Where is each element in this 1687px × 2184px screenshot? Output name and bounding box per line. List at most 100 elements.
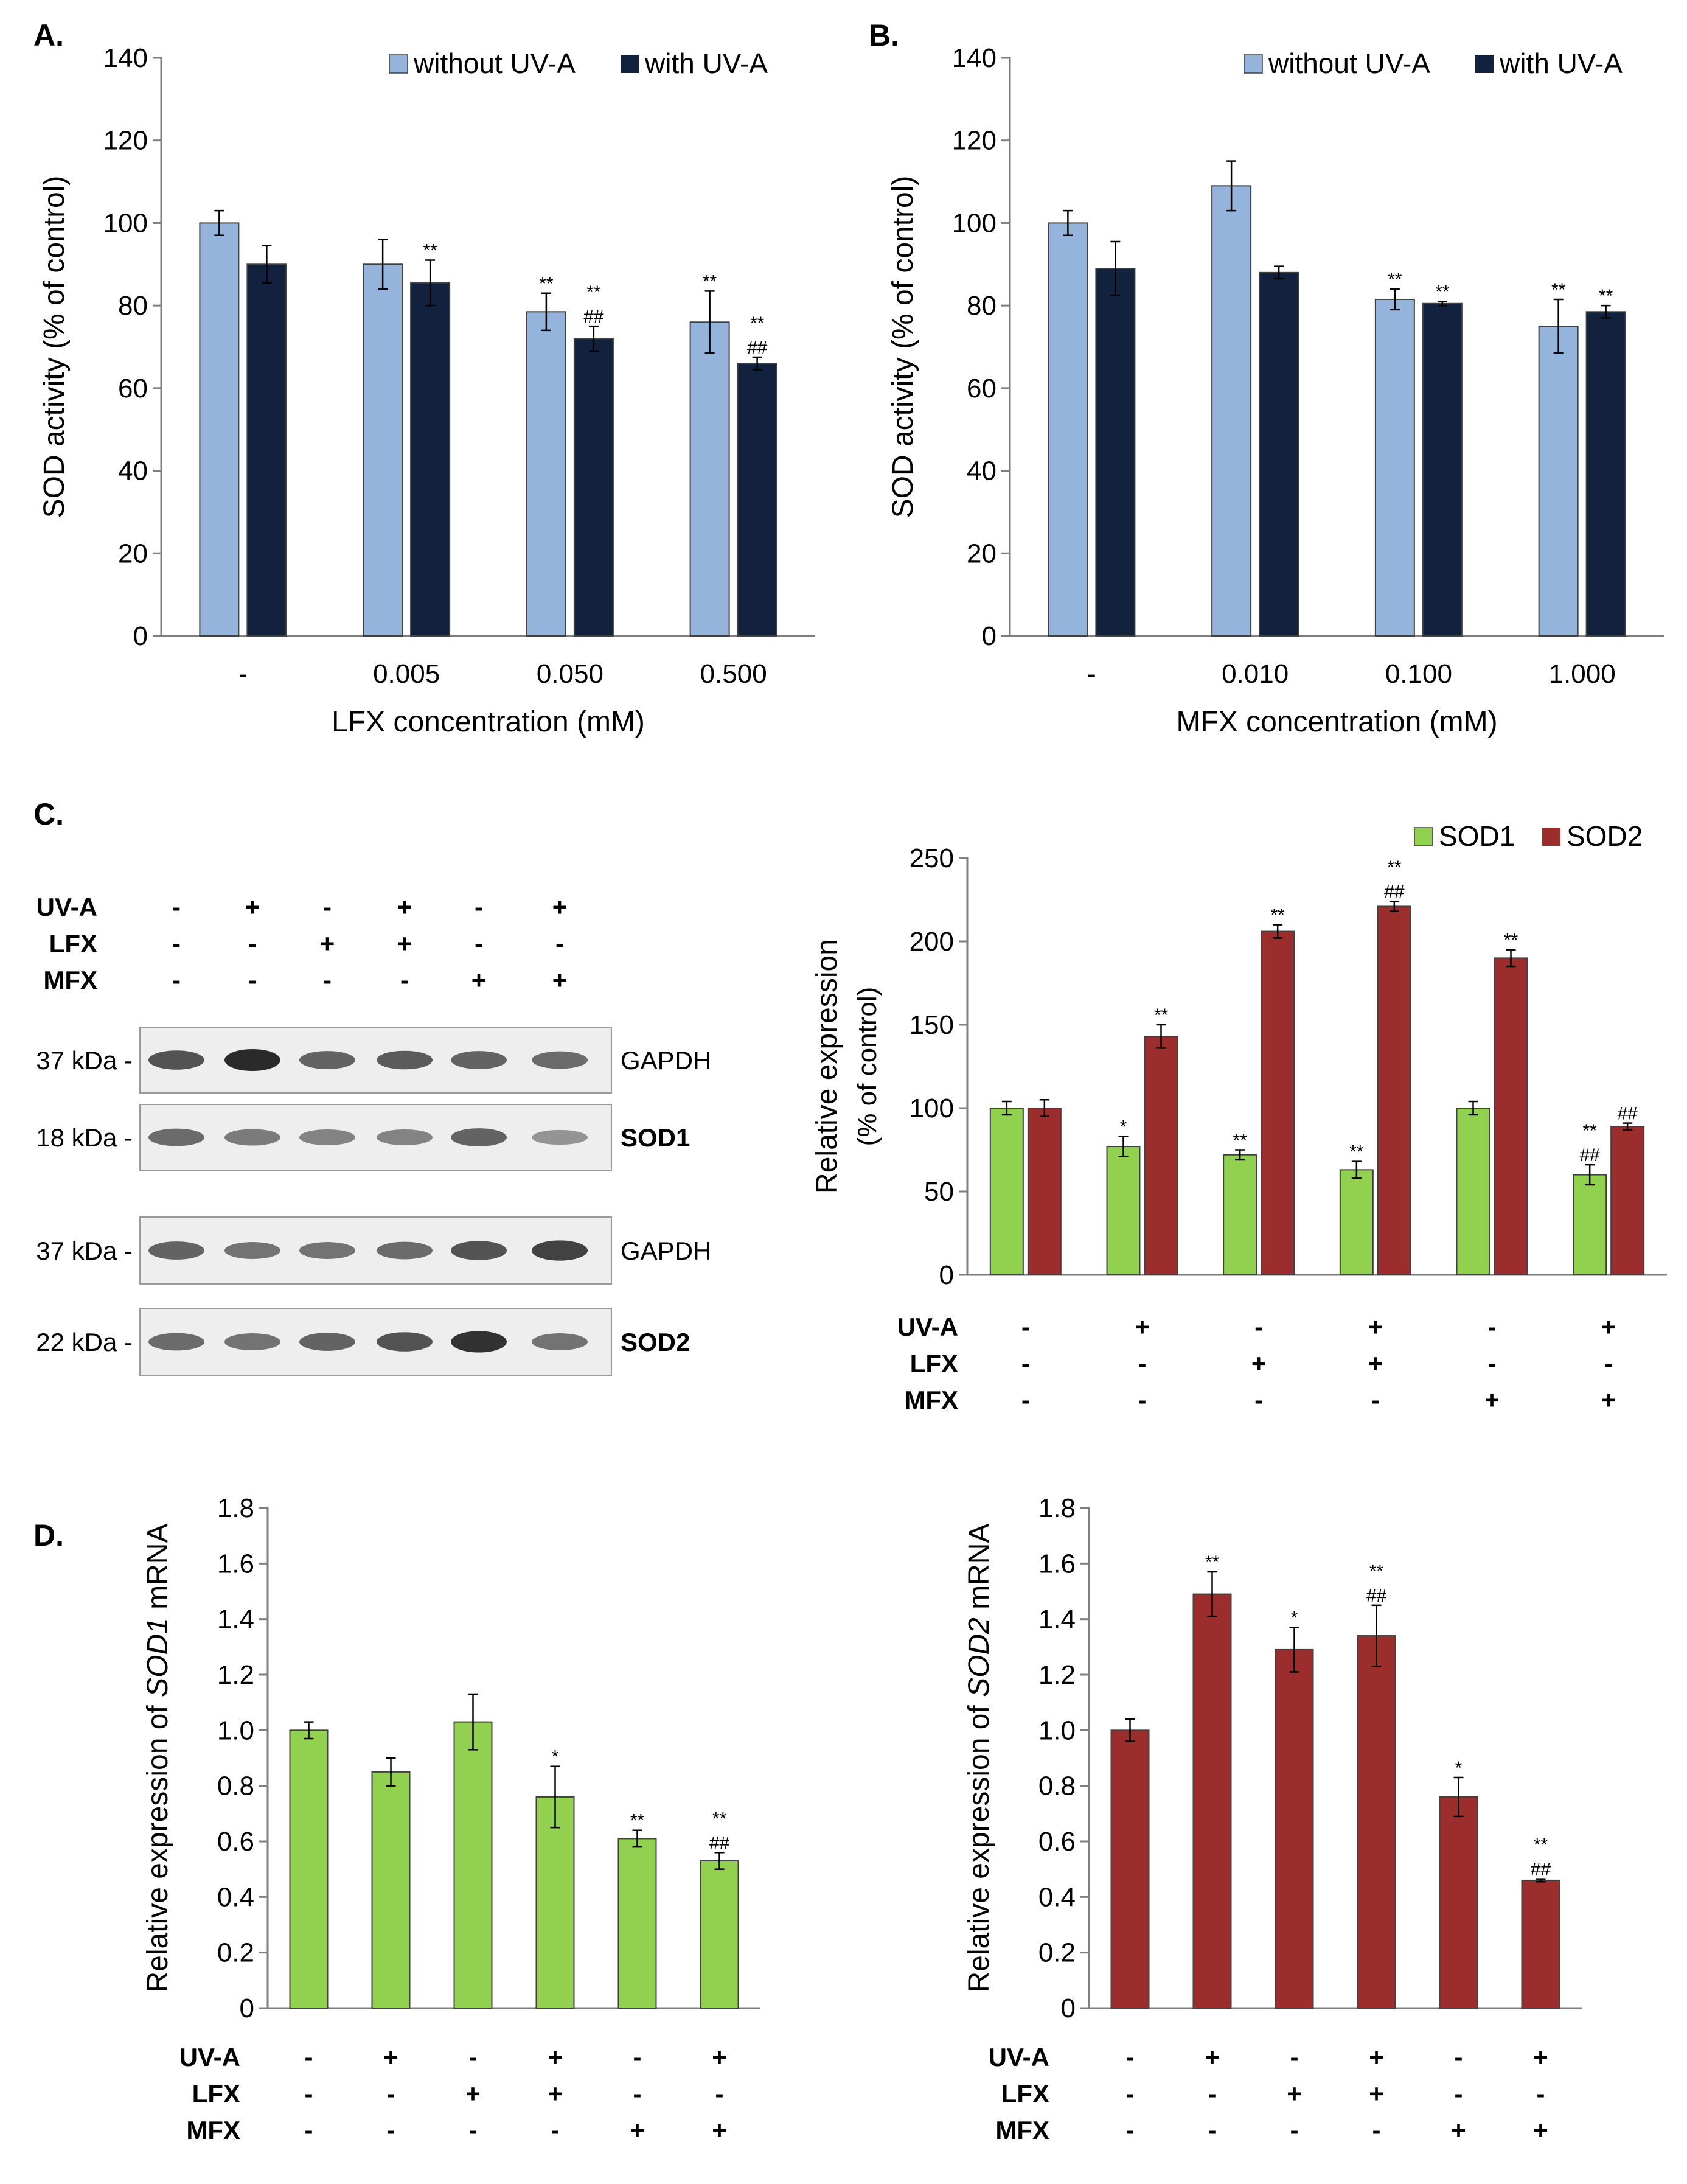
condition-symbol: - (387, 2116, 395, 2144)
condition-label-lfx: LFX (1001, 2079, 1049, 2108)
condition-label-uv-a: UV-A (179, 2043, 240, 2071)
bar-without-uv-a (689, 321, 730, 637)
condition-symbol: - (1455, 2079, 1463, 2108)
condition-symbol: - (1208, 2079, 1217, 2108)
blot-condition-symbol: - (555, 929, 564, 958)
blot-band (377, 1241, 433, 1260)
blot-condition-symbol: - (172, 966, 181, 994)
condition-symbol: + (1251, 1349, 1267, 1378)
bar-without-uv-a (1374, 298, 1415, 637)
blot-band (224, 1242, 280, 1259)
y-tick-label: 20 (967, 539, 997, 568)
bar-sod2-mrna (1192, 1593, 1232, 2009)
significance-mark: ** (750, 313, 765, 333)
y-tick-label: 1.6 (1038, 1549, 1076, 1579)
condition-label-mfx: MFX (995, 2116, 1049, 2144)
condition-symbol: - (1021, 1349, 1030, 1378)
y-tick-label: 100 (103, 208, 148, 238)
condition-symbol: + (1369, 2043, 1384, 2071)
significance-mark: ## (1617, 1104, 1638, 1124)
condition-symbol: - (469, 2116, 478, 2144)
x-tick-label: 0.050 (537, 659, 603, 689)
y-tick-label: 0.4 (217, 1882, 254, 1912)
y-tick-label: 40 (967, 456, 997, 486)
blot-band (532, 1240, 588, 1261)
condition-symbol: - (469, 2043, 478, 2071)
blot-condition-label-lfx: LFX (49, 929, 97, 958)
significance-mark: * (552, 1747, 559, 1767)
condition-symbol: - (1126, 2079, 1135, 2108)
legend-swatch-with-uva (1475, 55, 1494, 73)
x-tick-label: 1.000 (1549, 659, 1616, 689)
x-tick-label: 0.005 (373, 659, 440, 689)
condition-symbol: - (1254, 1386, 1263, 1414)
blot-band (148, 1241, 204, 1260)
significance-mark: ** (1551, 280, 1566, 300)
panel-label-d: D. (33, 1518, 64, 1552)
blot-condition-symbol: - (172, 893, 181, 921)
blot-condition-symbol: - (323, 966, 332, 994)
significance-mark: ** (1534, 1835, 1548, 1855)
condition-symbol: - (1290, 2116, 1299, 2144)
significance-mark: ** (712, 1809, 727, 1829)
blot-band (532, 1051, 588, 1069)
legend-label-with-uva: with UV-A (644, 47, 768, 79)
panel-label-c: C. (33, 797, 64, 831)
y-tick-label: 60 (967, 374, 997, 403)
significance-mark: ** (539, 274, 554, 294)
bar-sod1 (1339, 1169, 1374, 1275)
significance-mark: * (1120, 1117, 1127, 1137)
bar-sod2-mrna (1439, 1796, 1478, 2009)
legend-swatch-without-uva (1244, 54, 1263, 74)
condition-symbol: + (1287, 2079, 1302, 2108)
condition-symbol: - (1138, 1386, 1147, 1414)
condition-symbol: - (1208, 2116, 1217, 2144)
condition-symbol: - (387, 2079, 395, 2108)
blot-condition-symbol: - (172, 929, 181, 958)
x-axis-label: MFX concentration (mM) (1176, 706, 1497, 738)
condition-symbol: + (465, 2079, 481, 2108)
condition-symbol: - (1455, 2043, 1463, 2071)
bar-without-uv-a (1048, 222, 1088, 637)
blot-condition-symbol: - (248, 966, 257, 994)
significance-mark: ## (1531, 1860, 1551, 1880)
blot-band (224, 1049, 280, 1071)
bar-sod2 (1144, 1036, 1178, 1276)
y-tick-label: 1.0 (1038, 1715, 1076, 1745)
condition-symbol: - (305, 2116, 313, 2144)
significance-mark: ## (1384, 882, 1405, 902)
bar-sod2-mrna (1521, 1879, 1560, 2009)
condition-symbol: - (1372, 2116, 1381, 2144)
blot-band (299, 1129, 355, 1146)
y-axis-label-suffix: mRNA (142, 1524, 174, 1618)
y-tick-label: 0.6 (1038, 1827, 1076, 1857)
condition-symbol: + (630, 2116, 645, 2144)
y-tick-label: 250 (910, 843, 954, 873)
blot-band (148, 1128, 204, 1146)
y-axis-label-suffix: mRNA (963, 1524, 995, 1618)
significance-mark: ## (1579, 1145, 1600, 1165)
significance-mark: ** (1388, 270, 1402, 290)
condition-symbol: - (1138, 1349, 1147, 1378)
condition-symbol: - (1290, 2043, 1299, 2071)
significance-mark: ## (709, 1833, 730, 1853)
blot-condition-symbol: + (552, 893, 568, 921)
y-axis-label: SOD activity (% of control) (887, 176, 919, 518)
condition-symbol: + (712, 2116, 727, 2144)
condition-symbol: + (383, 2043, 398, 2071)
condition-symbol: - (305, 2079, 313, 2108)
condition-symbol: - (1537, 2079, 1545, 2108)
blot-band (299, 1333, 355, 1351)
blot-band (532, 1333, 588, 1350)
y-tick-label: 200 (910, 927, 954, 957)
legend-swatch-sod2 (1542, 828, 1560, 846)
y-tick-label: 50 (924, 1177, 954, 1207)
blot-size-marker: 37 kDa - (36, 1046, 133, 1075)
condition-label-mfx: MFX (186, 2116, 240, 2144)
y-tick-label: 0 (982, 621, 997, 651)
y-axis-label-prefix: Relative expression of (142, 1697, 174, 1993)
y-axis-label: SOD activity (% of control) (38, 176, 71, 518)
significance-mark: ** (1154, 1005, 1169, 1025)
significance-mark: ** (1233, 1131, 1247, 1151)
